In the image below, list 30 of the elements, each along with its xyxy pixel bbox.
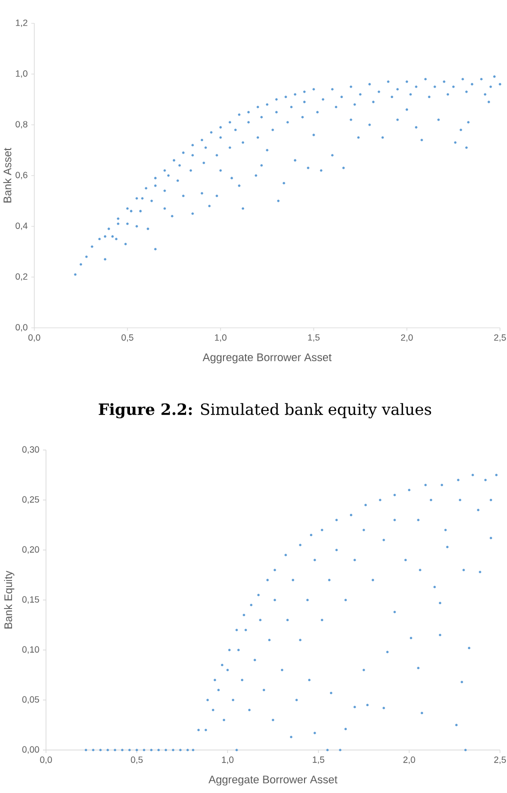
x-tick-label: 2,0 <box>401 334 413 342</box>
y-tick-label: 1,0 <box>16 70 28 78</box>
y-tick-label: 0,6 <box>16 172 28 180</box>
y-tick-label: 0,25 <box>22 496 40 504</box>
y-tick-label: 0,20 <box>22 546 40 554</box>
x-tick-label: 1,0 <box>222 756 234 764</box>
x-tick-label: 0,5 <box>130 756 143 764</box>
x-axis-title: Aggregate Borrower Asset <box>202 354 332 364</box>
x-tick-label: 2,5 <box>494 334 506 342</box>
y-tick-label: 0,00 <box>22 746 40 754</box>
y-axis-title: Bank Asset <box>3 148 12 202</box>
y-tick-label: 0,30 <box>22 446 40 454</box>
x-tick-label: 1,0 <box>215 334 226 342</box>
chart-title: Figure 2.2: Simulated bank equity values <box>98 403 432 418</box>
y-tick-label: 0,4 <box>16 222 28 230</box>
y-tick-label: 0,15 <box>22 596 40 604</box>
y-tick-label: 1,2 <box>16 20 28 28</box>
x-tick-label: 1,5 <box>312 756 324 764</box>
y-tick-label: 0,05 <box>22 696 40 704</box>
y-tick-label: 0,2 <box>16 273 28 281</box>
y-tick-label: 0,8 <box>16 121 28 129</box>
y-tick-label: 0,0 <box>16 324 28 332</box>
x-tick-label: 2,0 <box>403 756 416 764</box>
x-tick-label: 1,5 <box>308 334 320 342</box>
x-tick-label: 0,5 <box>122 334 134 342</box>
y-axis-title: Bank Equity <box>4 570 14 628</box>
x-axis-title: Aggregate Borrower Asset <box>208 776 338 786</box>
x-tick-label: 0,0 <box>40 756 52 764</box>
x-tick-label: 2,5 <box>494 756 506 764</box>
y-tick-label: 0,10 <box>22 646 40 654</box>
